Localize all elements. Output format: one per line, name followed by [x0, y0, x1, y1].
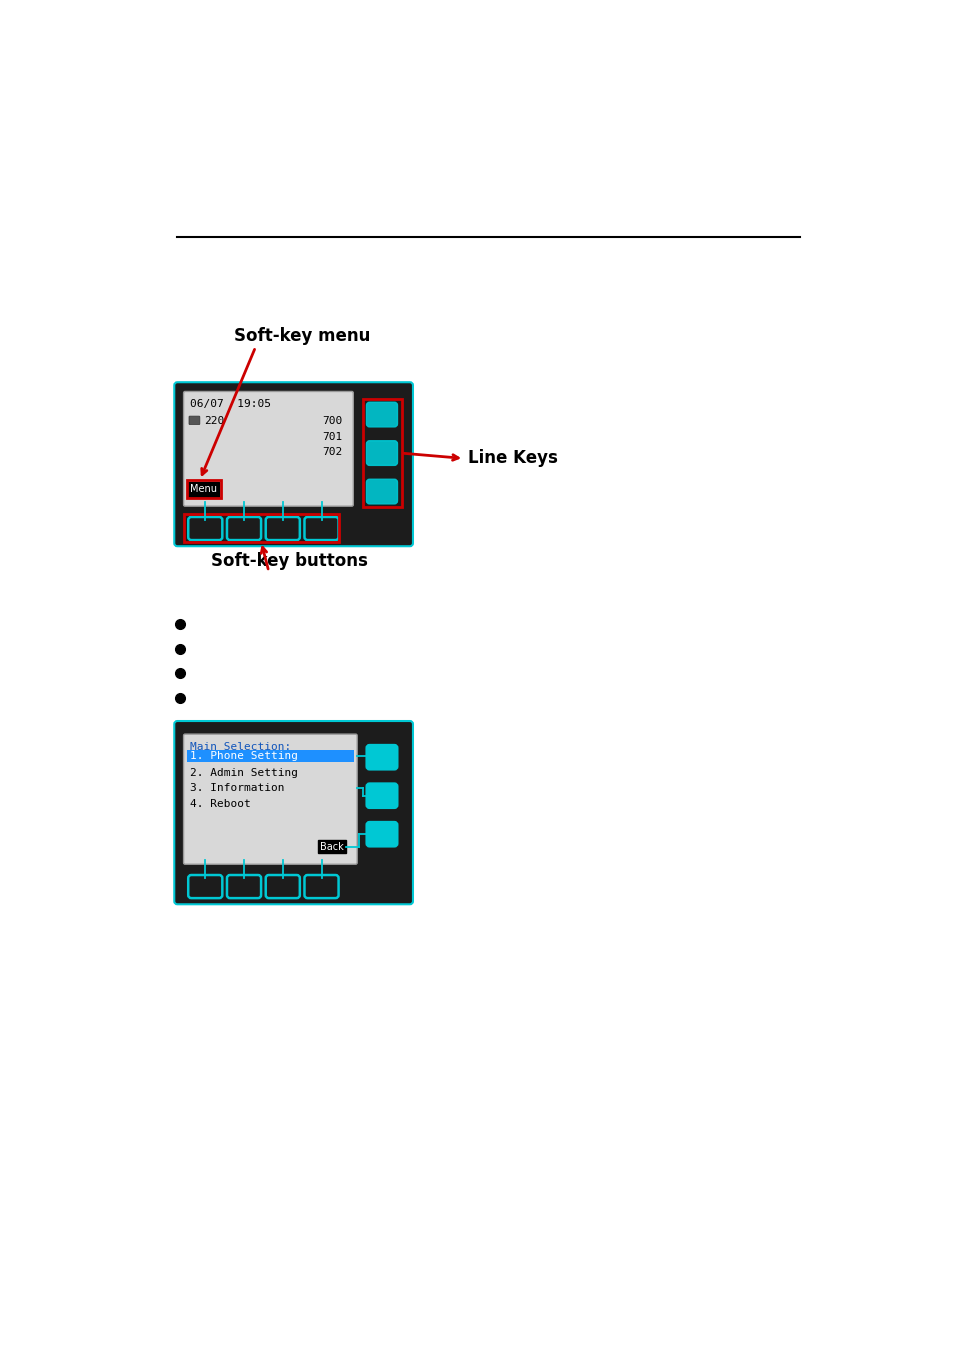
Text: 4. Reboot: 4. Reboot — [190, 799, 251, 809]
FancyBboxPatch shape — [366, 822, 397, 846]
Bar — [187, 749, 354, 761]
Text: 3. Information: 3. Information — [190, 783, 284, 794]
Text: 2. Admin Setting: 2. Admin Setting — [190, 768, 297, 778]
Text: Line Keys: Line Keys — [468, 450, 558, 467]
Text: 220: 220 — [204, 416, 224, 427]
FancyBboxPatch shape — [366, 745, 397, 769]
Text: Soft-key buttons: Soft-key buttons — [211, 552, 367, 570]
FancyBboxPatch shape — [366, 402, 397, 427]
FancyBboxPatch shape — [366, 783, 397, 809]
FancyBboxPatch shape — [183, 392, 353, 506]
FancyBboxPatch shape — [174, 382, 413, 547]
Bar — [183, 514, 338, 541]
Bar — [318, 840, 346, 853]
Text: 702: 702 — [322, 447, 342, 456]
Bar — [188, 482, 219, 497]
FancyBboxPatch shape — [174, 721, 413, 905]
Text: Back: Back — [320, 841, 344, 852]
Text: 701: 701 — [322, 432, 342, 441]
FancyBboxPatch shape — [189, 416, 199, 424]
Text: 700: 700 — [322, 416, 342, 427]
Text: 06/07  19:05: 06/07 19:05 — [190, 400, 271, 409]
Text: Menu: Menu — [190, 485, 217, 494]
Text: Main Selection:: Main Selection: — [190, 741, 291, 752]
Bar — [363, 400, 402, 508]
FancyBboxPatch shape — [366, 479, 397, 504]
Bar — [187, 481, 220, 498]
Text: 1. Phone Setting: 1. Phone Setting — [190, 751, 297, 760]
FancyBboxPatch shape — [366, 440, 397, 466]
FancyBboxPatch shape — [183, 734, 356, 864]
Text: Soft-key menu: Soft-key menu — [233, 327, 370, 346]
